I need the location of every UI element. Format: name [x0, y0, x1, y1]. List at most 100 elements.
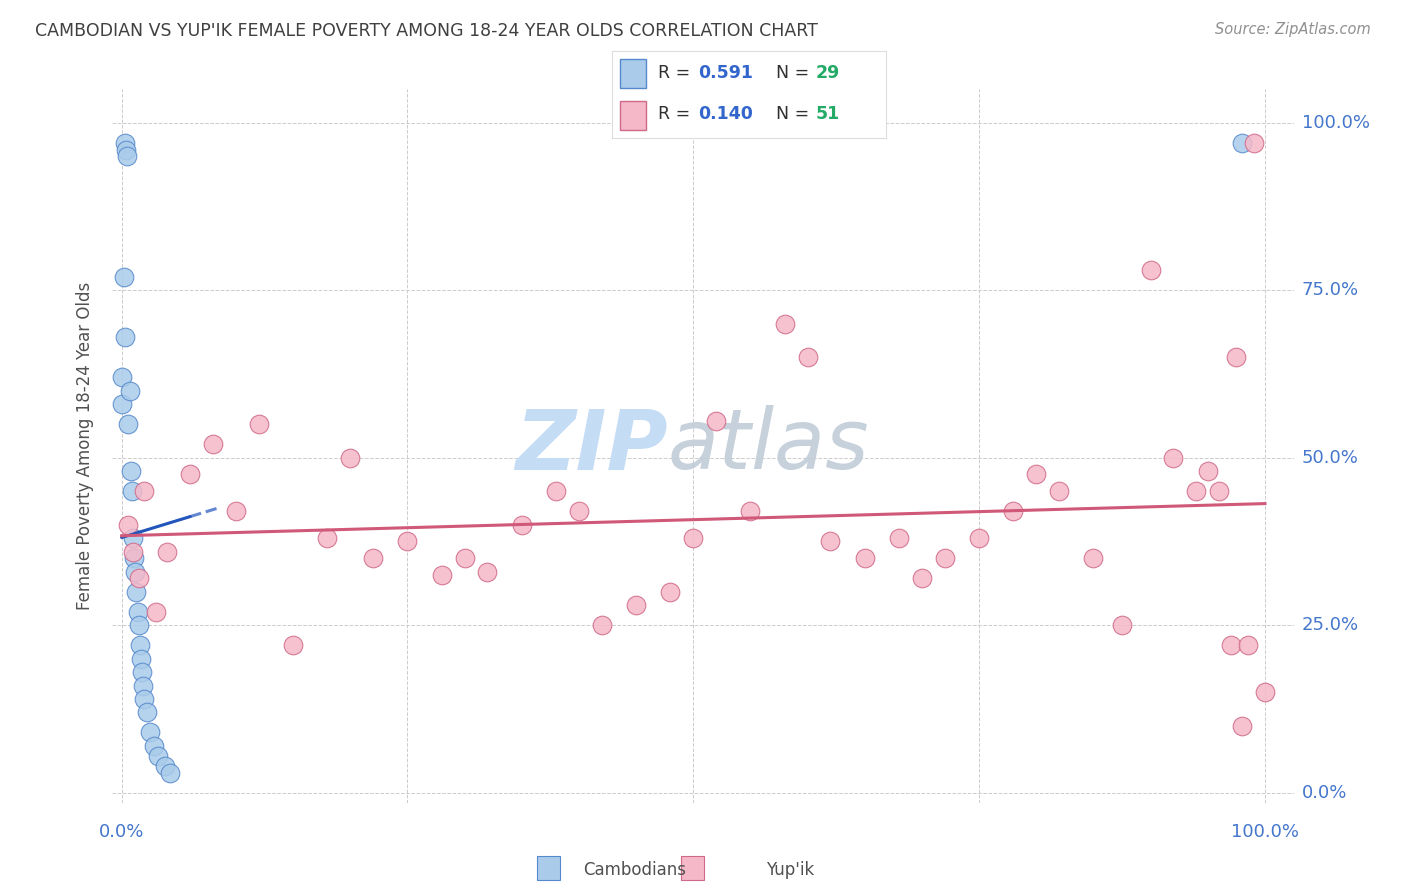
- Point: [124, 565, 146, 579]
- Text: ZIP: ZIP: [515, 406, 668, 486]
- Point: [202, 437, 225, 451]
- Y-axis label: Female Poverty Among 18-24 Year Olds: Female Poverty Among 18-24 Year Olds: [76, 282, 94, 610]
- Point: [122, 531, 145, 545]
- Point: [148, 748, 170, 763]
- Point: [339, 450, 361, 465]
- Text: Source: ZipAtlas.com: Source: ZipAtlas.com: [1215, 22, 1371, 37]
- FancyBboxPatch shape: [537, 856, 560, 880]
- Point: [139, 725, 162, 739]
- Point: [361, 551, 384, 566]
- Point: [225, 504, 247, 518]
- Text: 100.0%: 100.0%: [1230, 823, 1299, 841]
- Point: [122, 551, 145, 566]
- Point: [568, 504, 591, 518]
- Point: [145, 605, 167, 619]
- Point: [1208, 484, 1230, 499]
- Point: [853, 551, 876, 566]
- Point: [111, 370, 134, 384]
- Point: [704, 414, 727, 428]
- Point: [128, 618, 150, 632]
- Point: [1025, 467, 1047, 482]
- Point: [967, 531, 990, 545]
- Point: [153, 759, 176, 773]
- Point: [128, 571, 150, 585]
- FancyBboxPatch shape: [620, 59, 645, 88]
- Point: [773, 317, 796, 331]
- Point: [1083, 551, 1105, 566]
- Text: 0.0%: 0.0%: [98, 823, 145, 841]
- Point: [546, 484, 568, 499]
- Point: [122, 544, 145, 558]
- Text: 75.0%: 75.0%: [1302, 281, 1360, 299]
- Point: [117, 417, 139, 432]
- Text: 0.591: 0.591: [697, 64, 754, 82]
- Text: Yup'ik: Yup'ik: [766, 861, 814, 879]
- Text: Cambodians: Cambodians: [583, 861, 686, 879]
- Point: [740, 504, 762, 518]
- Point: [1236, 638, 1258, 652]
- Text: N =: N =: [776, 64, 815, 82]
- Point: [396, 534, 419, 549]
- Point: [117, 517, 139, 532]
- Point: [1225, 350, 1247, 364]
- Point: [887, 531, 910, 545]
- Text: 51: 51: [815, 105, 841, 123]
- Point: [115, 143, 138, 157]
- Point: [1230, 719, 1253, 733]
- Text: R =: R =: [658, 105, 696, 123]
- Point: [1197, 464, 1219, 478]
- Text: 100.0%: 100.0%: [1302, 113, 1369, 132]
- Point: [1243, 136, 1265, 150]
- Point: [131, 665, 153, 680]
- Point: [1163, 450, 1185, 465]
- Point: [624, 598, 647, 612]
- Point: [281, 638, 304, 652]
- Point: [591, 618, 613, 632]
- Point: [430, 568, 453, 582]
- Point: [247, 417, 270, 432]
- Point: [1185, 484, 1208, 499]
- Point: [135, 706, 157, 720]
- Point: [1139, 263, 1161, 277]
- Point: [132, 679, 155, 693]
- Text: 50.0%: 50.0%: [1302, 449, 1358, 467]
- Point: [796, 350, 818, 364]
- Point: [911, 571, 934, 585]
- FancyBboxPatch shape: [620, 101, 645, 130]
- Point: [117, 149, 139, 163]
- Point: [1230, 136, 1253, 150]
- Point: [125, 584, 148, 599]
- Point: [477, 565, 499, 579]
- Point: [120, 464, 142, 478]
- Text: CAMBODIAN VS YUP'IK FEMALE POVERTY AMONG 18-24 YEAR OLDS CORRELATION CHART: CAMBODIAN VS YUP'IK FEMALE POVERTY AMONG…: [35, 22, 818, 40]
- Point: [121, 484, 143, 499]
- Point: [114, 136, 136, 150]
- Point: [316, 531, 339, 545]
- Point: [134, 484, 156, 499]
- Point: [659, 584, 682, 599]
- Point: [159, 765, 181, 780]
- Point: [156, 544, 179, 558]
- Text: 0.0%: 0.0%: [1302, 784, 1347, 802]
- Point: [1254, 685, 1277, 699]
- Point: [682, 531, 704, 545]
- Point: [112, 269, 135, 284]
- Point: [114, 330, 136, 344]
- Point: [127, 605, 149, 619]
- Point: [453, 551, 475, 566]
- Point: [179, 467, 201, 482]
- Text: atlas: atlas: [668, 406, 869, 486]
- Text: R =: R =: [658, 64, 696, 82]
- Point: [1047, 484, 1070, 499]
- Point: [134, 692, 156, 706]
- Text: 29: 29: [815, 64, 841, 82]
- Point: [129, 638, 152, 652]
- Point: [510, 517, 533, 532]
- Point: [1111, 618, 1133, 632]
- Point: [1002, 504, 1025, 518]
- Text: N =: N =: [776, 105, 815, 123]
- Text: 0.140: 0.140: [697, 105, 752, 123]
- Point: [129, 651, 152, 665]
- Point: [118, 384, 141, 398]
- Point: [934, 551, 956, 566]
